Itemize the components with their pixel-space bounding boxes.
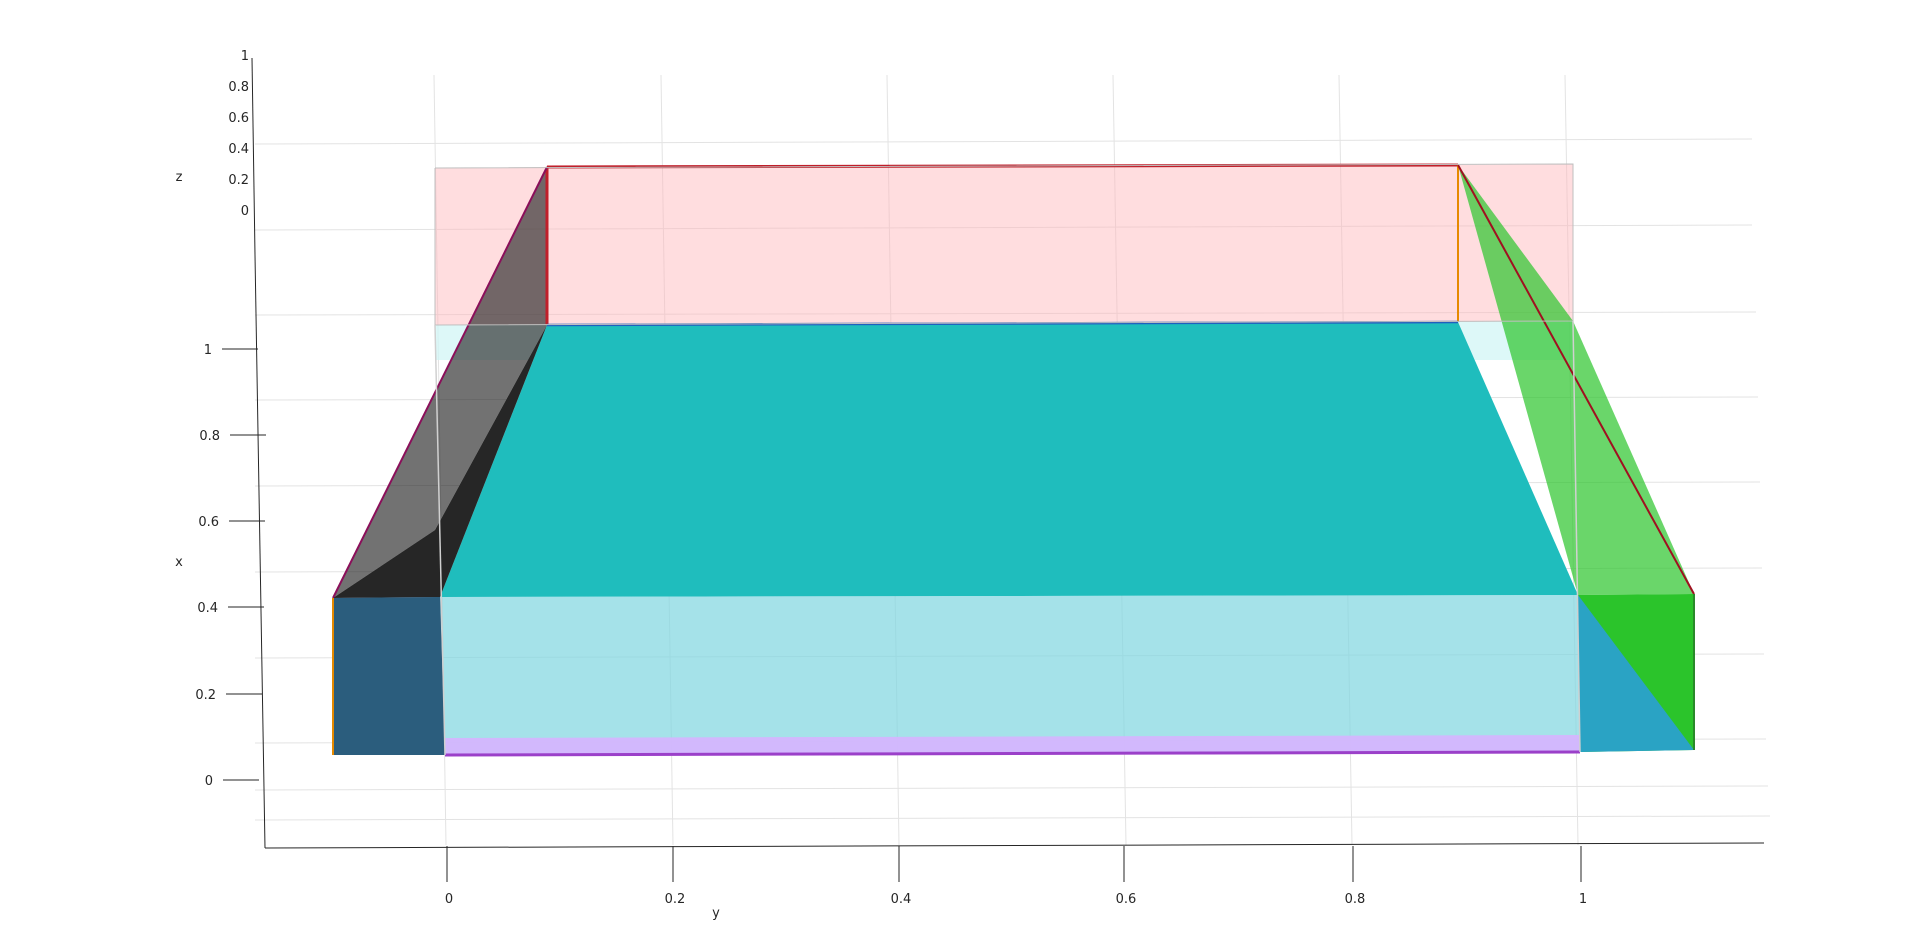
- y-tick-label: 1: [1579, 892, 1587, 907]
- x-tick-label: 0.4: [197, 601, 218, 616]
- y-tick-label: 0: [445, 892, 453, 907]
- grid-line-x-0: [254, 138, 1753, 145]
- axes: [251, 57, 1765, 849]
- z-tick-label: 1: [241, 49, 249, 64]
- y-axis-label: y: [712, 906, 720, 921]
- x-tick-label: 0.6: [198, 515, 219, 530]
- y-tick-label: 0.6: [1116, 892, 1137, 907]
- x-tick-label: 1: [204, 343, 212, 358]
- bounding-box-right: [1572, 320, 1581, 753]
- surface: [332, 163, 1695, 757]
- y-tick-label: 0.2: [665, 892, 686, 907]
- z-tick-label: 0.2: [228, 173, 249, 188]
- y-axis-line: [264, 842, 1765, 849]
- x-tick-label: 0.2: [195, 688, 216, 703]
- y-tick-label: 0.4: [891, 892, 912, 907]
- z-tick-label: 0.4: [228, 142, 249, 157]
- grid-line-x-8: [254, 785, 1769, 791]
- z-tick-label: 0.8: [228, 80, 249, 95]
- right-top-edge: [1457, 164, 1695, 595]
- x-tick-label: 0: [205, 774, 213, 789]
- front-wall-face: [445, 735, 1580, 755]
- front-bottom-edge: [444, 750, 1581, 757]
- bounding-box-left: [434, 324, 446, 756]
- x-axis-line: [254, 254, 266, 849]
- z-tick-label: 0.6: [228, 111, 249, 126]
- front-left-face: [333, 597, 445, 755]
- x-tick-label: 0.8: [199, 429, 220, 444]
- left-top-edge: [332, 166, 548, 599]
- x-axis-label: x: [175, 555, 183, 570]
- grid-line-x-9: [254, 815, 1771, 821]
- ticks: 0 0.2 0.4 0.6 0.8 1 0 0.2 0.4 0.6 0.8 1 0 0.2 0.4 0.6 0.…: [195, 49, 1587, 907]
- z-tick-label: 0: [241, 204, 249, 219]
- z-axis-line: [251, 57, 256, 256]
- z-axis-label: z: [176, 170, 183, 185]
- back-wall-face: [547, 165, 1458, 325]
- floor-front: [440, 595, 1580, 755]
- y-tick-label: 0.8: [1345, 892, 1366, 907]
- floor-face: [440, 322, 1578, 597]
- front-right-face: [1578, 595, 1694, 752]
